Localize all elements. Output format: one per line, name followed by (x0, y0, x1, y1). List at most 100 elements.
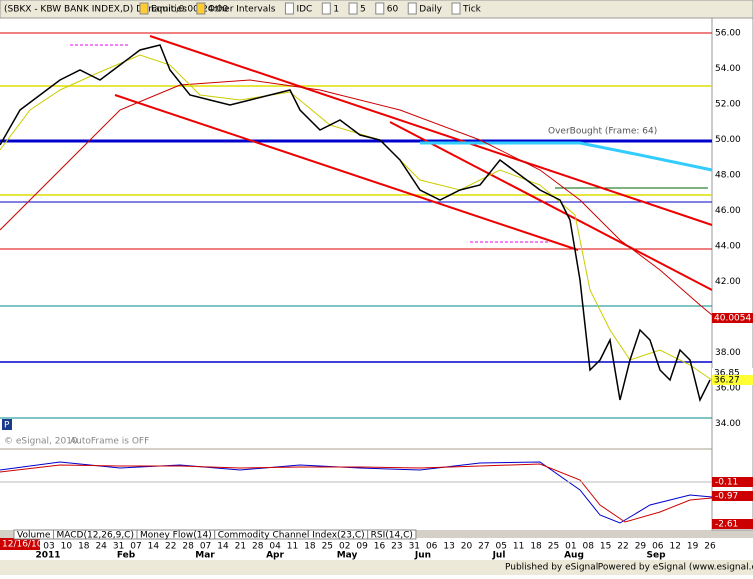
toolbar-button[interactable] (196, 2, 206, 15)
price-panel (0, 18, 712, 448)
toolbar-button[interactable] (321, 2, 331, 15)
price-label: 44.00 (715, 242, 741, 252)
price-label: 50.00 (715, 135, 741, 145)
footer (0, 560, 753, 575)
tab-label[interactable]: MACD(12,26,9,C) (56, 531, 134, 541)
tab-label[interactable]: Commodity Channel Index(23,C) (218, 531, 365, 541)
tab-label[interactable]: Money Flow(14) (140, 531, 212, 541)
cyan-line (579, 141, 713, 172)
indicator-label: -2.61 (715, 520, 738, 530)
channel-line (389, 121, 713, 291)
month-label: May (337, 551, 358, 561)
toolbar-button[interactable] (348, 2, 358, 15)
date-label: 20 (461, 542, 473, 552)
date-label: 09 (356, 542, 368, 552)
toolbar-item[interactable]: Daily (419, 5, 442, 15)
level-lines (0, 32, 713, 524)
footer-left: Published by eSignal (505, 563, 598, 573)
footer-right: Powered by eSignal (www.esignal.com) (598, 563, 753, 573)
date-label: 23 (391, 542, 402, 552)
price-label: 54.00 (715, 64, 741, 74)
date-label: 03 (43, 542, 54, 552)
month-label: Jun (414, 551, 431, 561)
tab-label[interactable]: RSI(14,C) (371, 531, 413, 541)
date-label: 22 (165, 542, 176, 552)
month-label: Aug (564, 551, 584, 561)
toolbar-button[interactable] (407, 2, 417, 15)
date-label: 15 (600, 542, 611, 552)
price-label: 48.00 (715, 171, 741, 181)
month-label: Feb (117, 551, 136, 561)
date-label: 13 (443, 542, 454, 552)
indicator-label: -0.97 (715, 492, 738, 502)
marker-label: P (4, 421, 10, 431)
price-axis-bg (711, 17, 753, 531)
date-label: 31 (113, 542, 124, 552)
date-label: 31 (409, 542, 420, 552)
toolbar-item[interactable]: Tick (462, 5, 482, 15)
date-label: 11 (287, 542, 298, 552)
toolbar-item[interactable]: Other Intervals (208, 5, 276, 15)
month-label: 2011 (35, 551, 60, 561)
toolbar-button[interactable] (375, 2, 385, 15)
price-tag-bg (712, 375, 753, 385)
price-label: 34.00 (715, 419, 741, 429)
indicator-panel (0, 450, 712, 530)
date-label: 28 (252, 542, 264, 552)
copyright-label: © eSignal, 2010 (4, 437, 78, 447)
date-label: 18 (304, 542, 316, 552)
date-label: 28 (182, 542, 194, 552)
marker-box (2, 419, 12, 430)
overbought-label: OverBought (Frame: 64) (548, 127, 657, 137)
ma-red (0, 79, 713, 316)
date-label: 14 (148, 542, 160, 552)
date-label: 14 (217, 542, 229, 552)
indicator-tag-bg (712, 477, 753, 487)
toolbar-item[interactable]: 1 (333, 5, 339, 15)
indicator-label: -0.11 (715, 478, 738, 488)
date-label: 12 (669, 542, 680, 552)
toolbar-item[interactable]: 5 (360, 5, 366, 15)
price-label: 52.00 (715, 100, 741, 110)
date-label: 06 (426, 542, 438, 552)
price-tag: 40.0054 (714, 314, 751, 324)
date-label: 18 (78, 542, 90, 552)
date-label: 02 (339, 542, 350, 552)
date-label: 04 (269, 542, 281, 552)
date-label: 29 (635, 542, 647, 552)
date-label: 07 (130, 542, 141, 552)
toolbar-button[interactable] (139, 2, 149, 15)
price-label: 36.00 (715, 384, 741, 394)
price-tag-bg (712, 313, 753, 323)
date-label: 01 (565, 542, 576, 552)
price-line (0, 44, 711, 403)
toolbar-button[interactable] (284, 2, 294, 15)
toolbar-item[interactable]: IDC (296, 5, 312, 15)
date-label: 24 (95, 542, 107, 552)
toolbar-button[interactable] (451, 2, 461, 15)
channel-line (114, 94, 579, 251)
tab[interactable] (367, 529, 417, 540)
price-tag-bg (712, 368, 753, 378)
month-label: Jul (492, 551, 506, 561)
price-label: 38.00 (715, 348, 741, 358)
price-label: 56.00 (715, 29, 741, 39)
price-label: 42.00 (715, 277, 741, 287)
tab-label[interactable]: Volume (17, 531, 51, 541)
date-label: 06 (652, 542, 664, 552)
date-label: 05 (496, 542, 507, 552)
date-label: 25 (548, 542, 559, 552)
date-box (0, 538, 40, 550)
month-label: Mar (195, 551, 215, 561)
toolbar-item[interactable]: 60 (387, 5, 399, 15)
date-label: 19 (687, 542, 699, 552)
date-label: 25 (322, 542, 333, 552)
date-label: 26 (704, 542, 716, 552)
price-tag: 36.27 (714, 376, 740, 386)
channel-line (149, 35, 713, 226)
symbol: (SBKX - KBW BANK INDEX,D) Dynamic,0:00-2… (4, 5, 228, 15)
toolbar-item[interactable]: Equities (151, 5, 187, 15)
date-label: 22 (617, 542, 628, 552)
indicator-tag-bg (712, 491, 753, 501)
date-axis (0, 538, 753, 560)
